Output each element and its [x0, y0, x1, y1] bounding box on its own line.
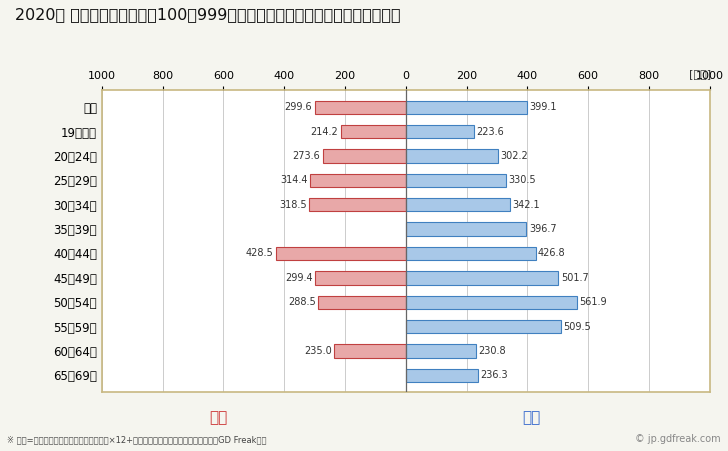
Bar — [406, 247, 536, 260]
Bar — [276, 247, 406, 260]
Text: 428.5: 428.5 — [245, 249, 273, 258]
Bar — [314, 101, 406, 114]
Bar — [406, 295, 577, 309]
Text: 299.4: 299.4 — [285, 273, 312, 283]
Text: 509.5: 509.5 — [563, 322, 591, 331]
Text: 330.5: 330.5 — [509, 175, 537, 185]
Text: 273.6: 273.6 — [293, 151, 320, 161]
Text: 399.1: 399.1 — [529, 102, 557, 112]
Text: 426.8: 426.8 — [538, 249, 566, 258]
Text: 235.0: 235.0 — [304, 346, 332, 356]
Bar — [406, 344, 476, 358]
Text: © jp.gdfreak.com: © jp.gdfreak.com — [635, 434, 721, 444]
Text: 2020年 民間企業（従業者数100～999人）フルタイム労働者の男女別平均年収: 2020年 民間企業（従業者数100～999人）フルタイム労働者の男女別平均年収 — [15, 7, 400, 22]
Bar — [406, 368, 478, 382]
Text: 288.5: 288.5 — [288, 297, 316, 307]
Text: [万円]: [万円] — [689, 69, 711, 79]
Text: 236.3: 236.3 — [480, 370, 507, 380]
Bar — [341, 125, 406, 138]
Bar — [406, 198, 510, 212]
Text: 214.2: 214.2 — [311, 127, 339, 137]
Text: 230.8: 230.8 — [478, 346, 506, 356]
Bar — [406, 320, 561, 333]
Bar — [406, 149, 498, 163]
Text: 男性: 男性 — [522, 410, 541, 425]
Bar — [309, 198, 406, 212]
Text: 318.5: 318.5 — [279, 200, 306, 210]
Text: 223.6: 223.6 — [476, 127, 504, 137]
Bar — [406, 125, 474, 138]
Text: 342.1: 342.1 — [513, 200, 540, 210]
Bar — [334, 344, 406, 358]
Bar — [406, 174, 506, 187]
Text: 396.7: 396.7 — [529, 224, 556, 234]
Text: 302.2: 302.2 — [500, 151, 528, 161]
Bar — [315, 271, 406, 285]
Text: 314.4: 314.4 — [280, 175, 308, 185]
Bar — [406, 101, 527, 114]
Text: 299.6: 299.6 — [285, 102, 312, 112]
Bar — [323, 149, 406, 163]
Text: 561.9: 561.9 — [579, 297, 606, 307]
Text: 501.7: 501.7 — [561, 273, 588, 283]
Text: ※ 年収=「きまって支給する現金給与額」×12+「年間賞与その他特別給与額」としてGD Freak推計: ※ 年収=「きまって支給する現金給与額」×12+「年間賞与その他特別給与額」とし… — [7, 435, 266, 444]
Text: 女性: 女性 — [209, 410, 228, 425]
Bar — [406, 271, 558, 285]
Bar — [406, 222, 526, 236]
Bar — [318, 295, 406, 309]
Bar — [310, 174, 406, 187]
